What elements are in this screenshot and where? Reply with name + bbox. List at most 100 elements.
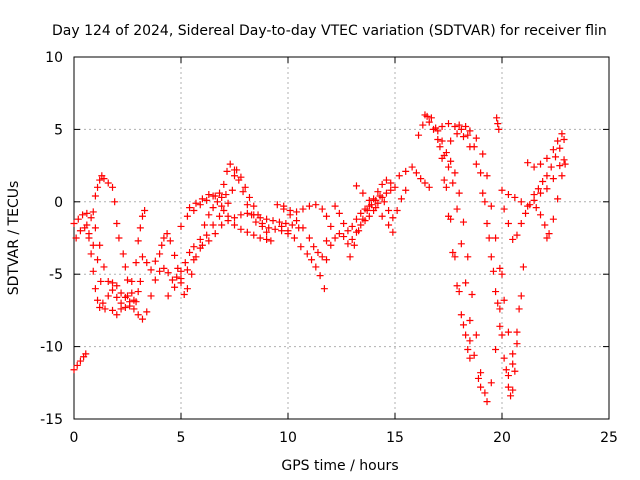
data-point <box>389 214 397 222</box>
data-point <box>273 201 281 209</box>
data-point <box>522 209 530 217</box>
data-point <box>543 154 551 162</box>
data-point <box>190 256 198 264</box>
data-point <box>151 257 159 265</box>
data-point <box>117 305 125 313</box>
data-point <box>547 163 555 171</box>
data-point <box>348 235 356 243</box>
data-series <box>198 209 303 249</box>
data-point <box>462 331 470 339</box>
data-point <box>91 285 99 293</box>
data-point <box>363 206 371 214</box>
data-point <box>72 234 80 242</box>
data-point <box>173 273 181 281</box>
data-point <box>447 215 455 223</box>
data-point <box>231 166 238 174</box>
data-point <box>275 218 283 226</box>
data-point <box>442 183 450 191</box>
data-point <box>100 175 108 183</box>
data-point <box>534 185 542 193</box>
data-point <box>561 160 569 168</box>
data-point <box>73 361 81 369</box>
data-point <box>487 202 495 210</box>
data-point <box>509 350 517 358</box>
data-point <box>288 221 296 229</box>
data-point <box>504 372 512 380</box>
data-point <box>280 202 288 210</box>
data-point <box>113 311 121 319</box>
data-point <box>83 221 91 229</box>
data-point <box>171 283 179 291</box>
data-point <box>190 206 198 214</box>
data-point <box>483 220 491 228</box>
data-point <box>457 125 465 133</box>
data-point <box>323 237 331 245</box>
data-point <box>348 222 356 230</box>
data-series <box>532 160 569 242</box>
data-point <box>453 282 461 290</box>
data-point <box>305 202 313 210</box>
data-point <box>177 222 185 230</box>
data-point <box>237 211 245 219</box>
data-point <box>502 366 510 374</box>
data-point <box>91 192 99 200</box>
data-point <box>365 196 373 204</box>
data-point <box>560 136 568 144</box>
data-point <box>250 211 258 219</box>
data-point <box>344 240 352 248</box>
data-point <box>293 217 301 225</box>
data-point <box>211 230 219 238</box>
data-point <box>391 183 399 191</box>
data-point <box>180 290 188 298</box>
data-point <box>308 256 316 264</box>
data-point <box>492 345 500 353</box>
data-point <box>70 366 78 374</box>
data-point <box>166 237 174 245</box>
data-point <box>231 221 238 229</box>
data-point <box>196 235 204 243</box>
x-axis: 0 5 10 15 20 25 <box>70 57 618 446</box>
data-point <box>203 196 211 204</box>
data-point <box>335 230 343 238</box>
data-point <box>357 221 365 229</box>
data-point <box>389 228 397 236</box>
data-point <box>138 315 146 323</box>
data-point <box>495 125 503 133</box>
data-point <box>543 185 551 193</box>
data-point <box>530 191 538 199</box>
data-point <box>163 230 171 238</box>
data-point <box>263 215 271 223</box>
data-series <box>500 136 568 243</box>
data-point <box>372 196 380 204</box>
data-point <box>449 248 457 256</box>
data-point <box>203 231 211 239</box>
data-point <box>109 306 117 314</box>
data-point <box>237 225 245 233</box>
data-point <box>397 195 405 203</box>
data-point <box>496 305 504 313</box>
data-point <box>96 304 104 312</box>
data-point <box>286 206 294 214</box>
data-point <box>479 189 487 197</box>
data-series <box>493 114 503 133</box>
data-point <box>367 201 375 209</box>
data-point <box>545 230 553 238</box>
data-point <box>438 137 446 145</box>
data-point <box>453 205 461 213</box>
data-point <box>472 160 480 168</box>
data-point <box>504 191 512 199</box>
chart-title: Day 124 of 2024, Sidereal Day-to-day VTE… <box>52 23 607 39</box>
data-point <box>427 114 435 122</box>
data-point <box>89 267 97 275</box>
data-series <box>438 120 523 400</box>
data-point <box>350 241 358 249</box>
data-point <box>500 205 508 213</box>
data-point <box>168 276 176 284</box>
grid <box>74 57 609 419</box>
data-point <box>132 298 140 306</box>
data-point <box>310 243 318 251</box>
data-point <box>455 189 463 197</box>
data-point <box>198 195 206 203</box>
data-point <box>104 179 112 187</box>
data-point <box>466 127 474 135</box>
